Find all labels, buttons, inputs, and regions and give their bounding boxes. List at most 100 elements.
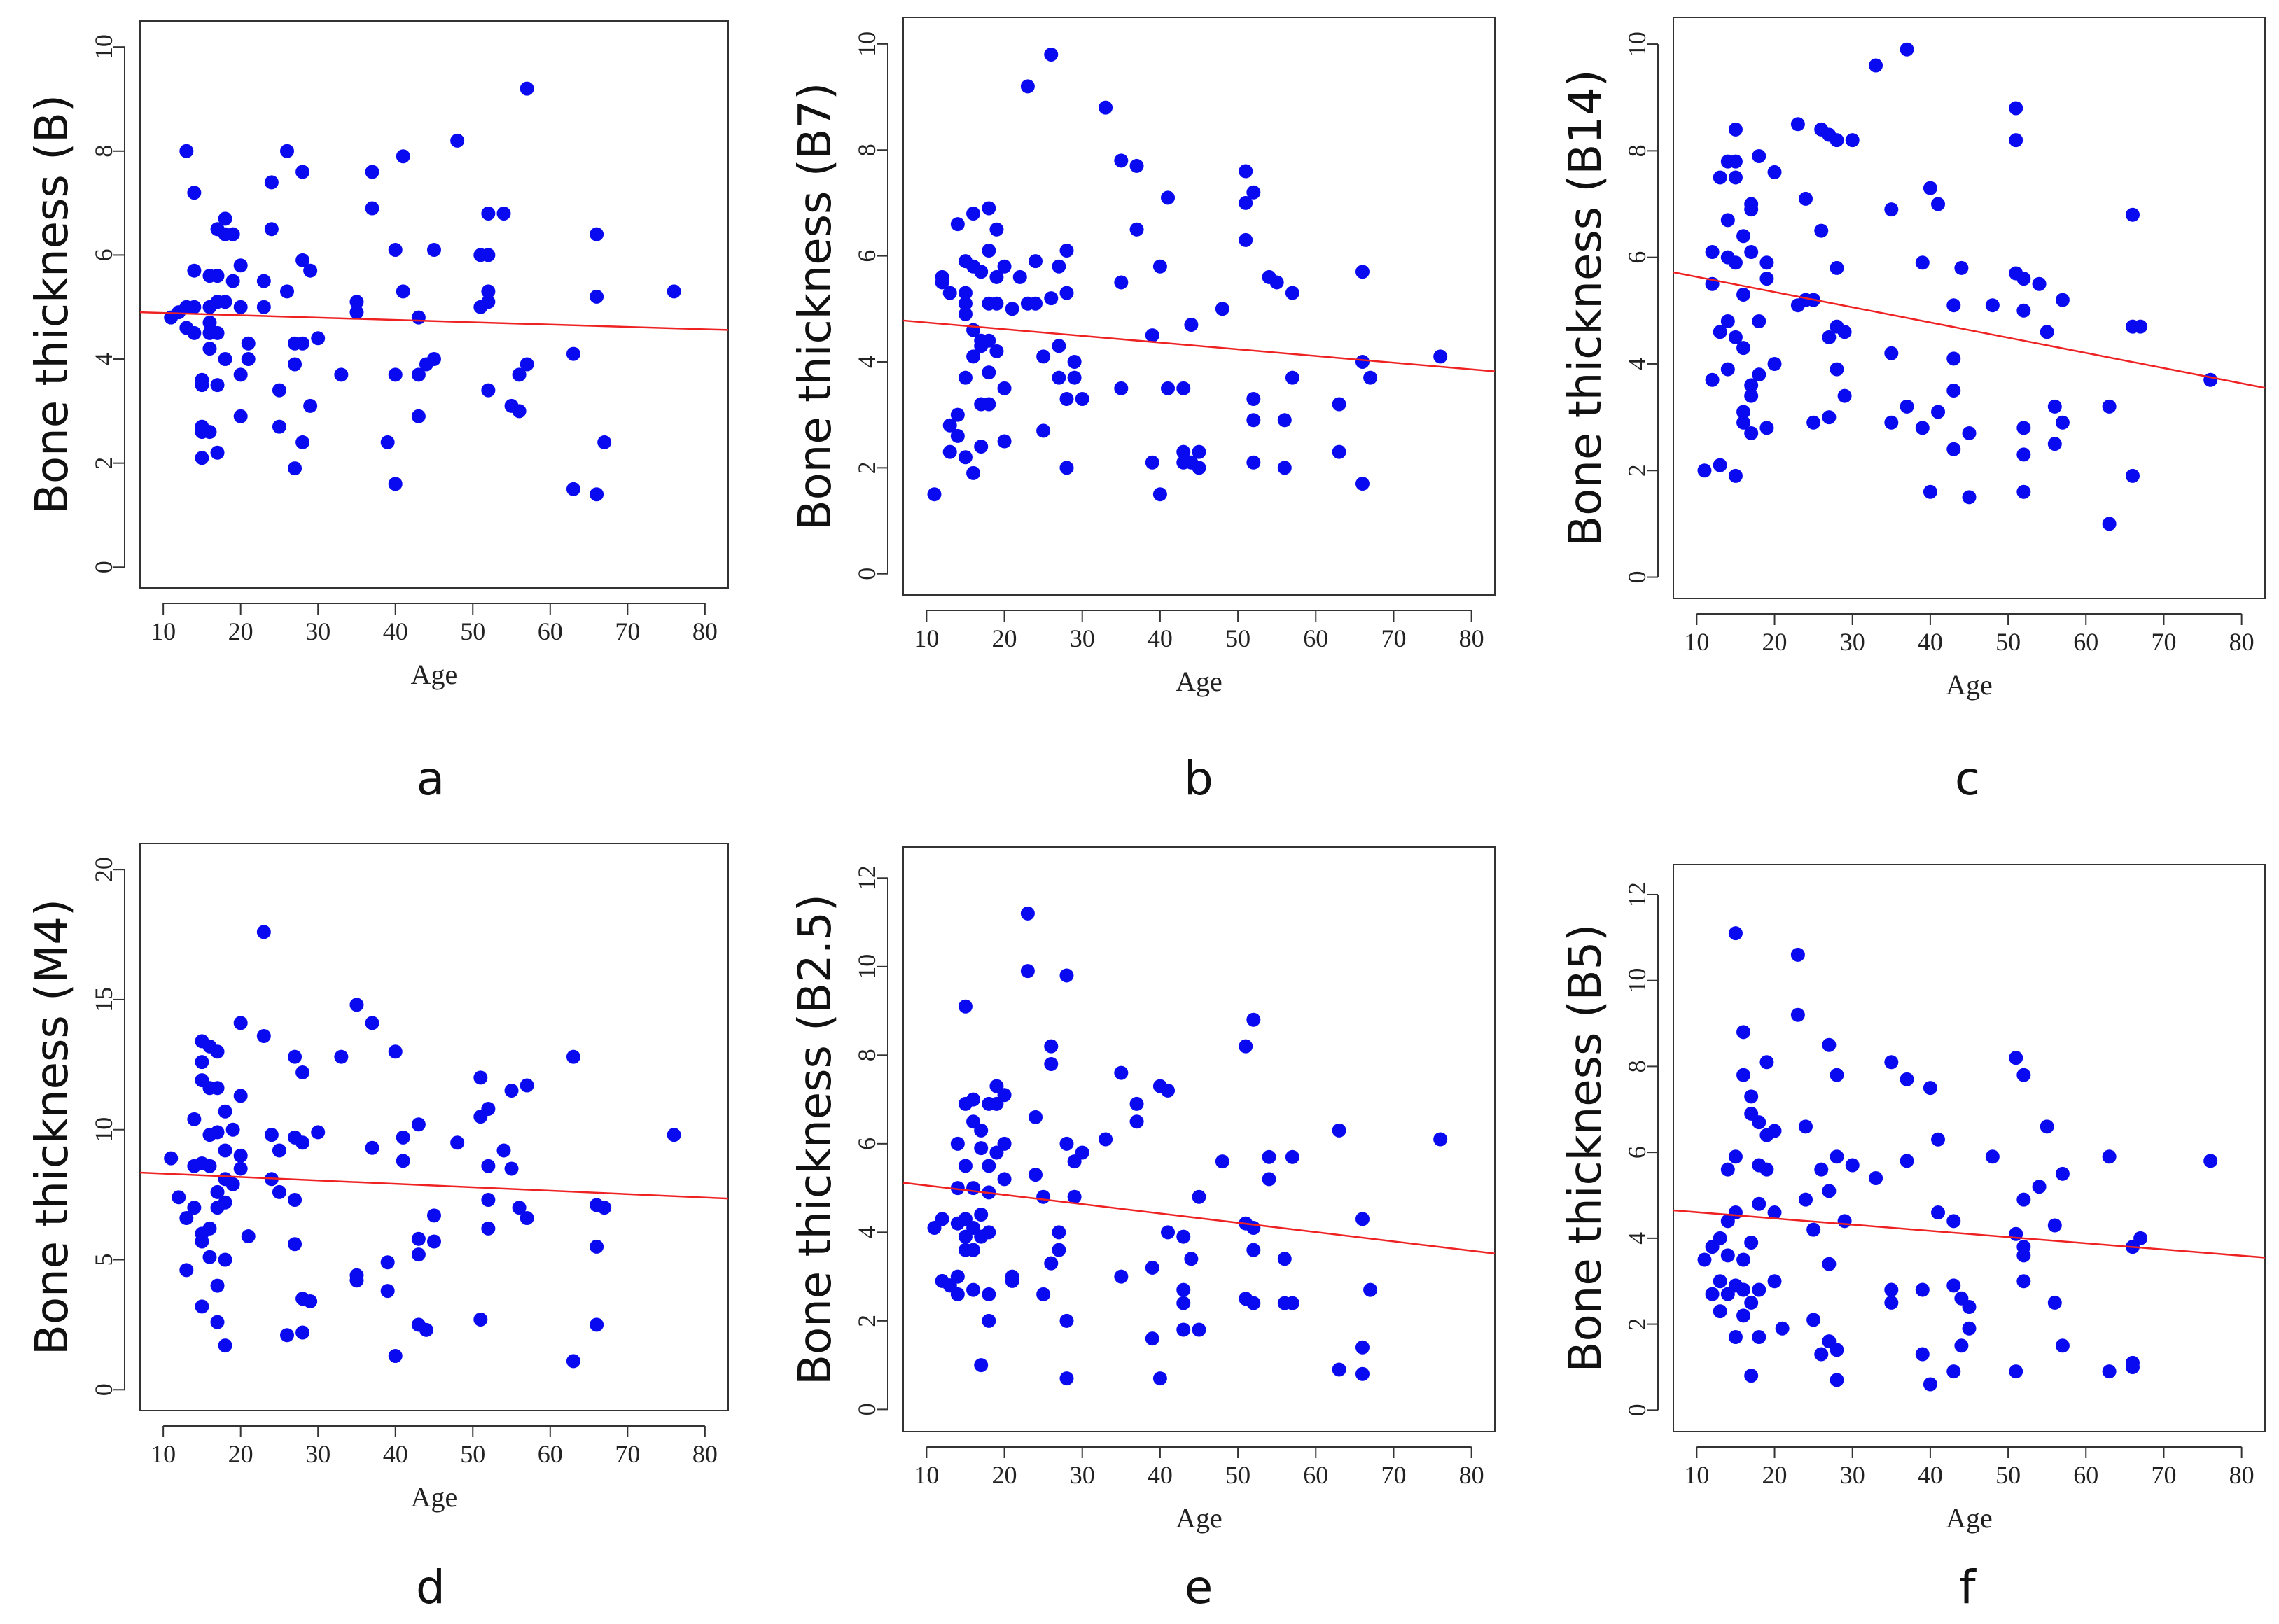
y-tick-label: 6 <box>853 250 881 262</box>
data-point <box>1822 330 1837 344</box>
data-point <box>1246 185 1261 200</box>
data-point <box>966 1092 981 1107</box>
data-point <box>1752 368 1766 382</box>
data-point <box>1036 424 1051 438</box>
data-point <box>311 1125 326 1140</box>
data-point <box>295 164 310 179</box>
data-point <box>210 445 225 460</box>
data-point <box>202 342 217 356</box>
data-point <box>1728 1205 1743 1220</box>
data-point <box>590 227 604 241</box>
data-point <box>1052 339 1066 354</box>
data-point <box>1705 245 1720 260</box>
data-point <box>1744 1089 1759 1104</box>
data-point <box>1985 1149 2000 1164</box>
data-point <box>958 296 973 311</box>
data-point <box>218 352 232 367</box>
data-point <box>1215 1154 1229 1169</box>
data-point <box>1713 1274 1727 1289</box>
data-point <box>334 1049 349 1064</box>
x-tick-label: 80 <box>2229 1461 2254 1489</box>
data-point <box>1099 1132 1113 1147</box>
data-point <box>1744 1236 1759 1250</box>
y-tick-label: 5 <box>90 1253 118 1266</box>
data-point <box>2203 1154 2218 1168</box>
data-point <box>388 368 403 382</box>
data-point <box>1728 255 1743 270</box>
data-point <box>1728 170 1743 185</box>
x-tick-label: 10 <box>1684 1461 1709 1489</box>
data-point <box>2016 484 2031 499</box>
data-point <box>966 206 981 221</box>
panel-label: d <box>416 1560 445 1614</box>
data-point <box>1044 1039 1059 1054</box>
data-point <box>295 253 310 267</box>
x-tick-label: 60 <box>2073 1461 2098 1489</box>
data-point <box>2047 437 2062 451</box>
data-point <box>1900 1154 1914 1168</box>
data-point <box>2102 517 2117 531</box>
data-point <box>411 368 426 382</box>
data-point <box>982 365 996 380</box>
plot-frame <box>902 17 1496 596</box>
data-point <box>1822 1256 1837 1271</box>
data-point <box>1767 1205 1782 1220</box>
data-point <box>496 1143 511 1158</box>
data-point <box>380 435 395 449</box>
data-point <box>1029 1110 1043 1124</box>
x-tick-label: 60 <box>538 1440 563 1468</box>
data-point <box>233 368 248 382</box>
data-point <box>1736 415 1751 430</box>
data-point <box>1806 415 1821 430</box>
data-point <box>1931 197 1946 211</box>
data-point <box>295 1065 310 1079</box>
scatter-panel-c: 0 2 4 6 8 10 10 20 30 40 50 60 70 80 Age Bone thickness… <box>1560 17 2266 806</box>
data-point <box>1705 372 1720 387</box>
scatter-panel-b: 0 2 4 6 8 10 10 20 30 40 50 60 70 80 Age Bone thickness… <box>790 17 1496 806</box>
data-point <box>195 378 209 393</box>
data-point <box>504 1083 519 1098</box>
plot-frame <box>1673 17 2266 599</box>
data-point <box>1915 1282 1930 1297</box>
x-tick-label: 10 <box>914 1461 939 1489</box>
data-point <box>1129 1114 1144 1129</box>
data-point <box>388 477 403 491</box>
data-point <box>1822 1184 1837 1198</box>
y-tick-label: 2 <box>1623 464 1651 477</box>
data-point <box>982 397 996 412</box>
data-point <box>958 999 973 1014</box>
y-tick-label: 2 <box>853 461 881 474</box>
data-point <box>2102 399 2117 414</box>
data-point <box>1176 1282 1191 1297</box>
data-point <box>2055 415 2070 430</box>
data-point <box>1946 1214 1961 1228</box>
data-point <box>311 331 326 346</box>
data-point <box>1114 1065 1129 1080</box>
y-tick-label: 8 <box>90 145 118 158</box>
x-tick-label: 30 <box>1840 1461 1865 1489</box>
data-point <box>997 1136 1012 1151</box>
data-point <box>1923 484 1937 499</box>
data-point <box>2055 293 2070 307</box>
data-point <box>974 440 989 454</box>
data-point <box>1767 1274 1782 1289</box>
panel-label: c <box>1955 752 1980 806</box>
x-tick-label: 20 <box>1762 628 1787 656</box>
data-point <box>1152 487 1167 502</box>
regression-line <box>902 319 1496 372</box>
data-point <box>1161 381 1176 396</box>
data-point <box>1355 354 1370 369</box>
data-point <box>210 326 225 340</box>
data-point <box>295 1135 310 1150</box>
y-tick-label: 6 <box>853 1138 881 1150</box>
data-point <box>1884 1282 1899 1297</box>
data-point <box>997 381 1012 396</box>
y-tick-label: 10 <box>90 1117 118 1142</box>
data-point <box>349 295 364 309</box>
data-point <box>1363 1282 1378 1297</box>
data-point <box>1059 1371 1074 1386</box>
data-point <box>225 274 240 288</box>
data-point <box>1759 421 1774 435</box>
data-point <box>272 1184 286 1199</box>
